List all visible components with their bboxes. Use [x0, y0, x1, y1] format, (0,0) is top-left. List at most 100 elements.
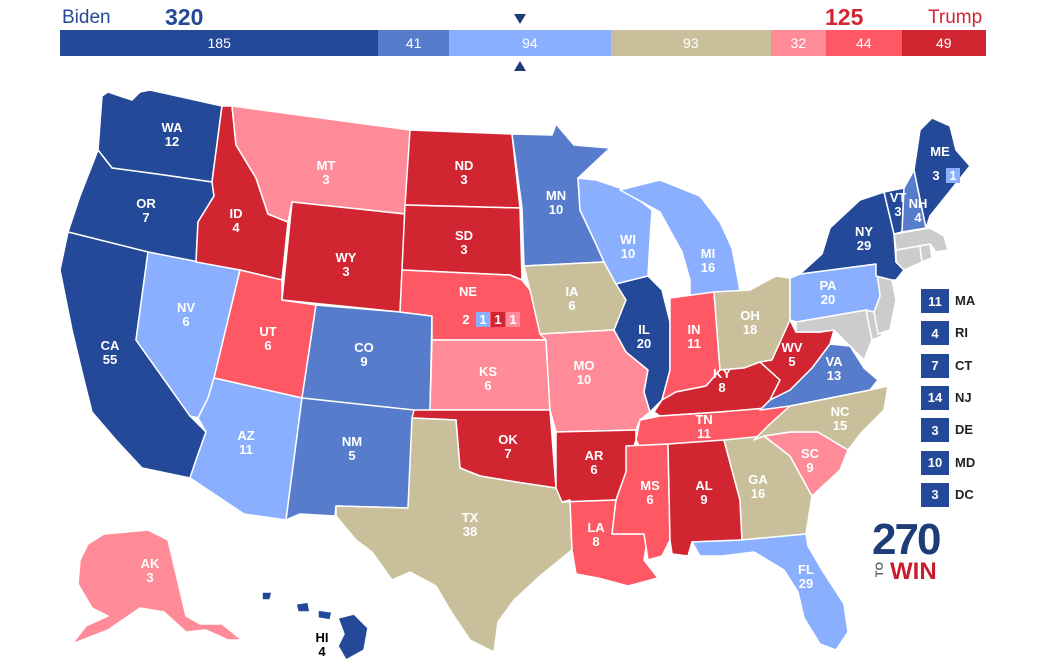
- state-ev-SD: 3: [460, 242, 467, 257]
- small-state-DE[interactable]: 3 DE: [921, 418, 1031, 443]
- state-FL[interactable]: [691, 533, 849, 651]
- state-ev-WV: 5: [788, 354, 795, 369]
- ne-district-box[interactable]: [506, 312, 520, 327]
- small-state-ev: 11: [921, 289, 949, 313]
- ne-district-label: 1: [494, 312, 501, 327]
- ne-district-box[interactable]: [476, 312, 490, 327]
- small-state-abbr: MD: [955, 454, 976, 470]
- state-ev-UT: 6: [264, 338, 271, 353]
- state-ME[interactable]: [913, 117, 971, 229]
- state-label-MS: MS: [640, 478, 660, 493]
- state-label-OR: OR: [136, 196, 156, 211]
- ev-segment-safe-dem: 185: [60, 30, 379, 56]
- state-ev-MT: 3: [322, 172, 329, 187]
- state-label-KS: KS: [479, 364, 497, 379]
- state-ev-WI: 10: [621, 246, 635, 261]
- me-district: 1: [946, 168, 960, 183]
- state-WV[interactable]: [759, 319, 835, 401]
- ne-district-box[interactable]: [491, 312, 505, 327]
- small-state-MD[interactable]: 10 MD: [921, 450, 1031, 475]
- small-state-RI[interactable]: 4 RI: [921, 321, 1031, 346]
- small-state-ev: 4: [921, 321, 949, 346]
- small-state-abbr: DE: [955, 422, 974, 438]
- small-state-ev: 10: [921, 450, 949, 475]
- state-ev-HI: 4: [318, 644, 326, 659]
- state-ev-AR: 6: [590, 462, 597, 477]
- state-ev-GA: 16: [751, 486, 765, 501]
- me-district-box[interactable]: [946, 168, 960, 183]
- small-state-abbr: DC: [955, 486, 974, 502]
- state-AK[interactable]: [71, 529, 243, 645]
- state-ev-AL: 9: [700, 492, 707, 507]
- state-MA[interactable]: [893, 227, 949, 253]
- small-state-MA[interactable]: 11 MA: [921, 289, 1031, 313]
- ev-segment-safe-rep: 49: [901, 30, 986, 56]
- state-label-UT: UT: [259, 324, 276, 339]
- state-ev-OR: 7: [142, 210, 149, 225]
- state-label-ME: ME: [930, 144, 950, 159]
- state-ev-IA: 6: [568, 298, 575, 313]
- state-ev-TX: 38: [463, 524, 477, 539]
- state-label-NC: NC: [831, 404, 850, 419]
- small-state-abbr: NJ: [955, 389, 972, 405]
- state-label-MN: MN: [546, 188, 566, 203]
- state-ev-VA: 13: [827, 368, 841, 383]
- state-label-SC: SC: [801, 446, 820, 461]
- logo-number: 270: [872, 515, 941, 564]
- state-HI[interactable]: [261, 591, 369, 661]
- state-label-OK: OK: [498, 432, 518, 447]
- state-label-CA: CA: [101, 338, 120, 353]
- state-RI[interactable]: [919, 243, 933, 263]
- state-label-TN: TN: [695, 412, 712, 427]
- small-state-abbr: CT: [955, 357, 973, 373]
- state-label-ND: ND: [455, 158, 474, 173]
- state-label-IN: IN: [688, 322, 701, 337]
- state-label-AZ: AZ: [237, 428, 254, 443]
- 270towin-logo: 270 TO WIN: [872, 515, 941, 586]
- state-ev-OH: 18: [743, 322, 757, 337]
- state-label-WV: WV: [782, 340, 803, 355]
- state-ev-MO: 10: [577, 372, 591, 387]
- state-ev-ME: 3: [932, 168, 939, 183]
- small-state-ev: 14: [921, 385, 949, 410]
- trump-total: 125: [825, 4, 864, 30]
- logo-to: TO: [874, 562, 886, 578]
- state-ev-KY: 8: [718, 380, 725, 395]
- state-label-MT: MT: [317, 158, 336, 173]
- state-label-FL: FL: [798, 562, 814, 577]
- small-state-abbr: MA: [955, 293, 976, 308]
- electoral-vote-bar: 185 41 94 93 32 44 49: [60, 30, 986, 56]
- small-state-CT[interactable]: 7 CT: [921, 353, 1031, 378]
- state-label-VA: VA: [825, 354, 843, 369]
- state-TX[interactable]: [335, 417, 573, 653]
- state-ev-IN: 11: [687, 336, 701, 351]
- state-label-HI: HI: [316, 630, 329, 645]
- state-ev-KS: 6: [484, 378, 491, 393]
- small-state-ev: 3: [921, 418, 949, 443]
- state-label-MO: MO: [574, 358, 595, 373]
- state-ev-NV: 6: [182, 314, 189, 329]
- state-ev-NC: 15: [833, 418, 847, 433]
- state-ev-SC: 9: [806, 460, 813, 475]
- state-ev-CA: 55: [103, 352, 117, 367]
- small-state-NJ[interactable]: 14 NJ: [921, 385, 1031, 410]
- state-ev-NY: 29: [857, 238, 871, 253]
- state-ev-AK: 3: [146, 570, 153, 585]
- state-label-WI: WI: [620, 232, 636, 247]
- state-ev-LA: 8: [592, 534, 599, 549]
- ne-districts: 1 1 1: [476, 312, 520, 327]
- small-state-DC[interactable]: 3 DC: [921, 482, 1031, 507]
- trump-name: Trump: [928, 7, 983, 28]
- state-label-LA: LA: [587, 520, 605, 535]
- state-IL[interactable]: [613, 275, 671, 413]
- majority-marker-bottom: [514, 61, 526, 71]
- state-label-AR: AR: [585, 448, 604, 463]
- state-ev-FL: 29: [799, 576, 813, 591]
- state-NC[interactable]: [753, 385, 889, 451]
- state-ev-MN: 10: [549, 202, 563, 217]
- ev-segment-tossup: 93: [610, 30, 771, 56]
- state-ev-WY: 3: [342, 264, 349, 279]
- state-label-TX: TX: [462, 510, 479, 525]
- state-ev-NE: 2: [462, 312, 469, 327]
